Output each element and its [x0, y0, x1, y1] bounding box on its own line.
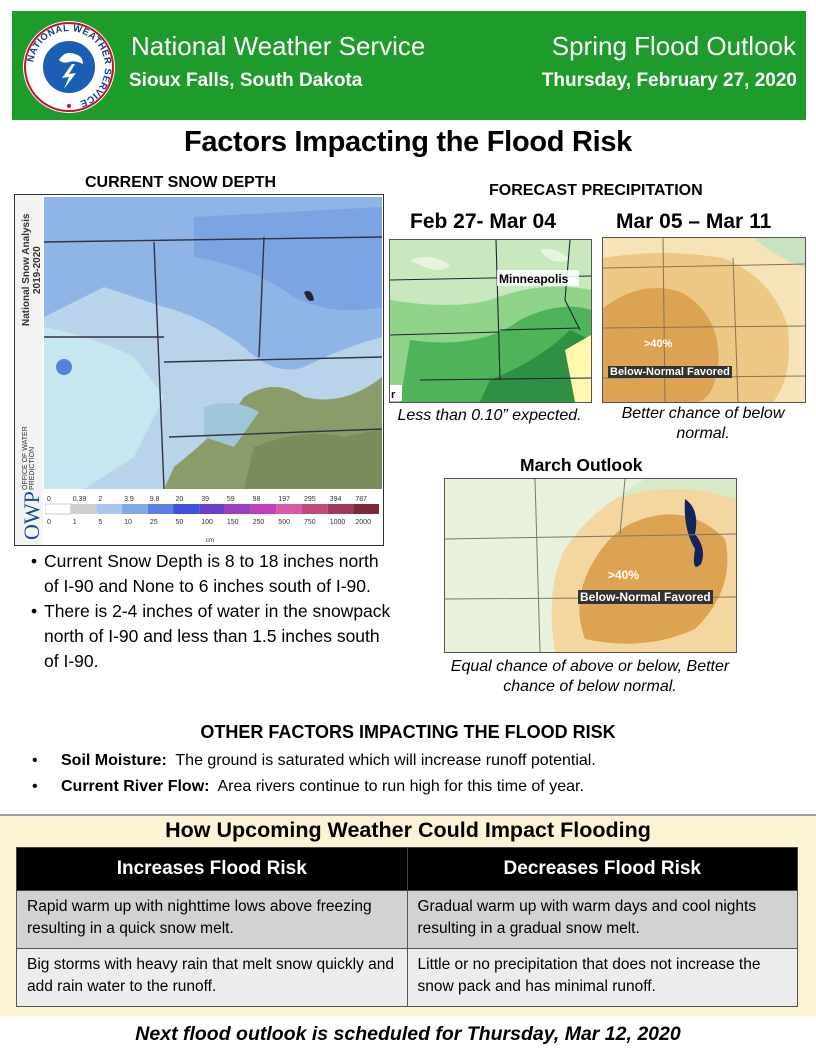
factor-text: The ground is saturated which will incre… — [175, 752, 596, 769]
scale-tick-inches: 20 — [176, 496, 184, 503]
precip-image-period1: r — [390, 240, 591, 402]
period2-caption: Better chance of below normal. — [621, 405, 785, 442]
product-title: Spring Flood Outlook — [551, 31, 796, 61]
snow-bullet-2: There is 2-4 inches of water in the snow… — [31, 599, 391, 674]
snow-depth-map: National Snow Analysis 2019-2020 OFFICE … — [14, 194, 384, 546]
scale-tick-cm: 1000 — [330, 519, 346, 526]
period1-caption: Less than 0.10” expected. — [397, 407, 582, 424]
factor-river-flow: Current River Flow: Area rivers continue… — [30, 774, 800, 800]
scale-tick-inches: 3.9 — [124, 496, 134, 503]
table-header-row: Increases Flood Risk Decreases Flood Ris… — [16, 847, 798, 891]
scale-tick-cm: 5 — [98, 519, 102, 526]
march-outlook-map: >40% Below-Normal Favored — [444, 478, 737, 653]
nws-logo-icon: NATIONAL WEATHER SERVICE — [23, 21, 115, 113]
owp-agency-label: OFFICE OF WATER PREDICTION — [22, 426, 36, 490]
table-cell: Big storms with heavy rain that melt sno… — [16, 948, 408, 1007]
scale-tick-inches: 9.8 — [150, 496, 160, 503]
column-header-decreases: Decreases Flood Risk — [406, 847, 798, 891]
forecast-precip-heading: FORECAST PRECIPITATION — [489, 182, 703, 199]
scale-tick-inches: 98 — [253, 496, 261, 503]
scale-tick-cm: 50 — [176, 519, 184, 526]
org-name: National Weather Service — [131, 31, 426, 61]
svg-text:r: r — [391, 389, 396, 401]
scale-tick-cm: 10 — [124, 519, 132, 526]
scale-tick-cm: 0 — [47, 519, 51, 526]
owp-logo: OWP — [19, 491, 44, 540]
scale-tick-cm: 1 — [73, 519, 77, 526]
scale-tick-cm: 500 — [278, 519, 290, 526]
scale-tick-inches: 0 — [47, 496, 51, 503]
table-row: Rapid warm up with nighttime lows above … — [16, 890, 798, 949]
table-cell: Gradual warm up with warm days and cool … — [406, 890, 798, 949]
scale-tick-cm: 25 — [150, 519, 158, 526]
scale-tick-cm: 2000 — [355, 519, 371, 526]
march-outlook-image — [445, 479, 736, 652]
period1-label: Feb 27- Mar 04 — [410, 210, 556, 233]
march-outlook-heading: March Outlook — [520, 455, 643, 475]
minneapolis-label: Minneapolis — [499, 272, 569, 286]
scale-tick-inches: 2 — [98, 496, 102, 503]
snow-analysis-label: National Snow Analysis 2019-2020 — [21, 213, 43, 327]
scale-unit-label: cm — [206, 538, 214, 544]
factor-soil-moisture: Soil Moisture: The ground is saturated w… — [30, 748, 800, 774]
map-side-panel — [15, 195, 43, 545]
scale-tick-inches: 39 — [201, 496, 209, 503]
snow-depth-heading: CURRENT SNOW DEPTH — [85, 174, 277, 191]
table-row: Big storms with heavy rain that melt sno… — [16, 948, 798, 1007]
header-banner: NATIONAL WEATHER SERVICE National Weathe… — [12, 11, 806, 120]
factor-label: Current River Flow: — [61, 778, 210, 795]
scale-tick-cm: 150 — [227, 519, 239, 526]
period2-favored-label: Below-Normal Favored — [608, 366, 732, 378]
scale-tick-inches: 787 — [355, 496, 367, 503]
other-factors-list: Soil Moisture: The ground is saturated w… — [30, 748, 800, 800]
snow-depth-legend: 0 0.39 2 3.9 9.8 20 39 59 98 197 295 394 787 0 1 5 10 25… — [45, 496, 379, 544]
scale-tick-cm: 250 — [253, 519, 265, 526]
scale-tick-inches: 0.39 — [73, 496, 87, 503]
march-probability: >40% — [608, 568, 640, 582]
snow-depth-bullets: Current Snow Depth is 8 to 18 inches nor… — [31, 549, 391, 674]
issue-date: Thursday, February 27, 2020 — [541, 70, 797, 91]
march-caption: Equal chance of above or below, Better c… — [450, 658, 730, 695]
precip-map-period2: >40% Below-Normal Favored — [602, 237, 806, 403]
snow-depth-image — [44, 197, 382, 489]
next-outlook-footer: Next flood outlook is scheduled for Thur… — [135, 1023, 681, 1045]
factor-label: Soil Moisture: — [61, 752, 167, 769]
period2-probability: >40% — [644, 338, 673, 350]
scale-tick-inches: 295 — [304, 496, 316, 503]
period2-label: Mar 05 – Mar 11 — [616, 210, 772, 233]
table-cell: Rapid warm up with nighttime lows above … — [16, 890, 408, 949]
scale-tick-inches: 197 — [278, 496, 290, 503]
impact-table: Increases Flood Risk Decreases Flood Ris… — [16, 847, 798, 1007]
march-favored-label: Below-Normal Favored — [578, 590, 713, 604]
scale-tick-cm: 750 — [304, 519, 316, 526]
other-factors-heading: OTHER FACTORS IMPACTING THE FLOOD RISK — [200, 722, 616, 742]
column-header-increases: Increases Flood Risk — [16, 847, 408, 891]
impact-table-heading: How Upcoming Weather Could Impact Floodi… — [165, 818, 651, 842]
scale-tick-inches: 59 — [227, 496, 235, 503]
table-cell: Little or no precipitation that does not… — [406, 948, 798, 1007]
factor-text: Area rivers continue to run high for thi… — [217, 778, 584, 795]
page-title: Factors Impacting the Flood Risk — [183, 126, 632, 158]
scale-tick-inches: 394 — [330, 496, 342, 503]
precip-map-period1: r Minneapolis — [389, 239, 592, 403]
snow-bullet-1: Current Snow Depth is 8 to 18 inches nor… — [31, 549, 391, 599]
scale-tick-cm: 100 — [201, 519, 213, 526]
office-name: Sioux Falls, South Dakota — [129, 70, 363, 91]
